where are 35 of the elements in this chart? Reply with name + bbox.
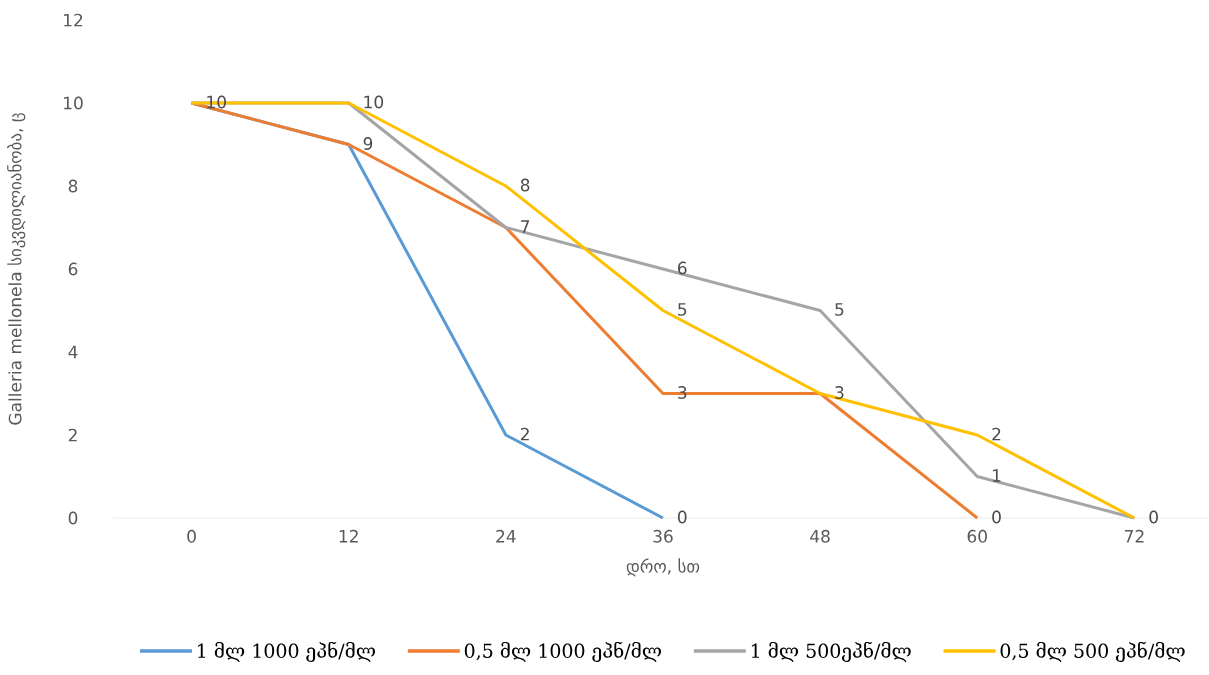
y-tick-label: 4: [68, 345, 78, 359]
data-label: 2: [992, 427, 1001, 441]
data-label: 0: [677, 510, 687, 524]
x-axis-title: დრო, სთ: [626, 558, 700, 577]
y-axis-title: Galleria mellonela სიკვდილიანობა, ც: [7, 113, 26, 425]
y-tick-label: 0: [68, 511, 78, 525]
data-label: 0: [992, 510, 1001, 524]
y-tick-label: 2: [68, 428, 77, 442]
x-tick-label: 0: [187, 529, 196, 543]
y-tick-label: 8: [68, 179, 78, 193]
data-label: 2: [520, 427, 529, 441]
data-label: 5: [678, 303, 687, 316]
y-tick-label: 12: [64, 13, 83, 27]
data-label: 3: [835, 386, 844, 399]
data-label: 5: [835, 303, 844, 316]
data-label: 1: [992, 469, 1001, 482]
data-label: 7: [521, 220, 530, 233]
y-tick-label: 6: [68, 262, 78, 276]
data-label: 10: [364, 95, 384, 109]
x-tick-label: 60: [967, 529, 987, 543]
x-tick-label: 72: [1124, 529, 1144, 543]
legend-label: 1 მლ 500ეპნ/მლ: [751, 641, 911, 662]
data-label: 10: [207, 95, 226, 109]
data-label: 0: [1149, 510, 1158, 524]
legend-label: 0,5 მლ 1000 ეპნ/მლ: [464, 641, 662, 662]
legend-label: 0,5 მლ 500 ეპნ/მლ: [1000, 641, 1185, 662]
x-tick-label: 12: [339, 529, 358, 543]
x-tick-label: 24: [496, 529, 516, 543]
y-tick-label: 10: [64, 96, 83, 110]
data-label: 8: [520, 178, 530, 192]
x-tick-label: 36: [653, 529, 673, 543]
data-label: 6: [678, 261, 687, 275]
legend-label: 1 მლ 1000 ეპნ/მლ: [198, 641, 376, 662]
x-tick-label: 48: [810, 529, 830, 543]
data-label: 9: [363, 137, 373, 150]
